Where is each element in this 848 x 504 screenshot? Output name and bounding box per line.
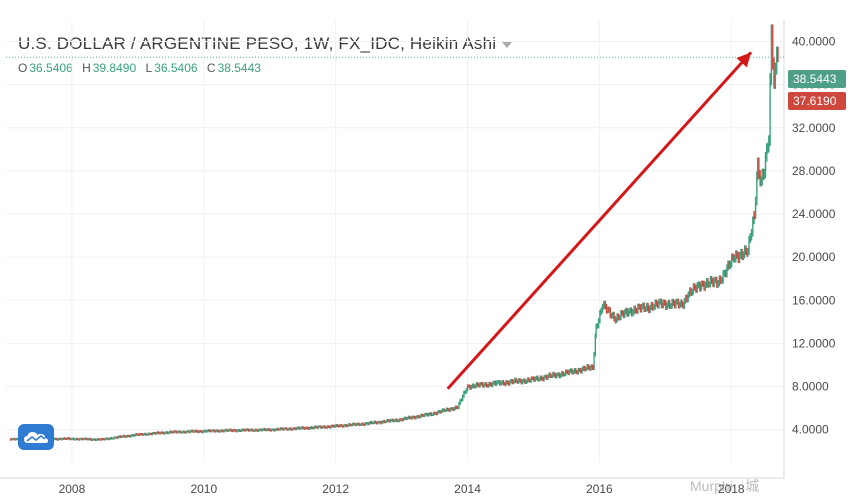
watermark-text: Murphi · 城 xyxy=(690,478,760,494)
x-tick-label: 2018 xyxy=(718,482,745,496)
y-tick-label: 40.0000 xyxy=(792,35,836,49)
ohlc-open-label: O xyxy=(18,61,28,75)
trend-arrow-head xyxy=(736,52,752,68)
chart-header: U.S. DOLLAR / ARGENTINE PESO, 1W, FX_IDC… xyxy=(18,34,513,75)
ohlc-high-label: H xyxy=(82,61,91,75)
x-tick-label: 2016 xyxy=(586,482,613,496)
x-tick-label: 2008 xyxy=(59,482,86,496)
symbol-title[interactable]: U.S. DOLLAR / ARGENTINE PESO, 1W, FX_IDC… xyxy=(18,34,497,53)
x-tick-label: 2012 xyxy=(322,482,349,496)
y-tick-label: 20.0000 xyxy=(792,250,836,264)
trend-arrow xyxy=(446,51,753,390)
y-tick-label: 16.0000 xyxy=(792,293,836,307)
y-tick-label: 28.0000 xyxy=(792,164,836,178)
ohlc-low-label: L xyxy=(145,61,153,75)
ohlc-close-value: 38.5443 xyxy=(217,61,261,75)
ohlc-low-value: 36.5406 xyxy=(154,61,198,75)
previous-price-tag: 37.6190 xyxy=(788,92,846,110)
cloud-logo-icon[interactable] xyxy=(18,424,54,450)
chevron-down-icon[interactable] xyxy=(502,42,513,48)
x-tick-label: 2014 xyxy=(454,482,481,496)
ohlc-readout: O 36.5406 H 39.8490 L 36.5406 C 38.5443 xyxy=(18,61,512,75)
y-tick-label: 12.0000 xyxy=(792,336,836,350)
y-tick-label: 24.0000 xyxy=(792,207,836,221)
y-tick-label: 8.0000 xyxy=(792,380,829,394)
last-price-tag: 38.5443 xyxy=(788,70,846,88)
ohlc-close-label: C xyxy=(206,61,216,75)
y-tick-label: 32.0000 xyxy=(792,121,836,135)
x-tick-label: 2010 xyxy=(190,482,217,496)
ohlc-high-value: 39.8490 xyxy=(92,61,137,75)
y-tick-label: 4.0000 xyxy=(792,423,829,437)
ohlc-open-value: 36.5406 xyxy=(29,61,73,75)
